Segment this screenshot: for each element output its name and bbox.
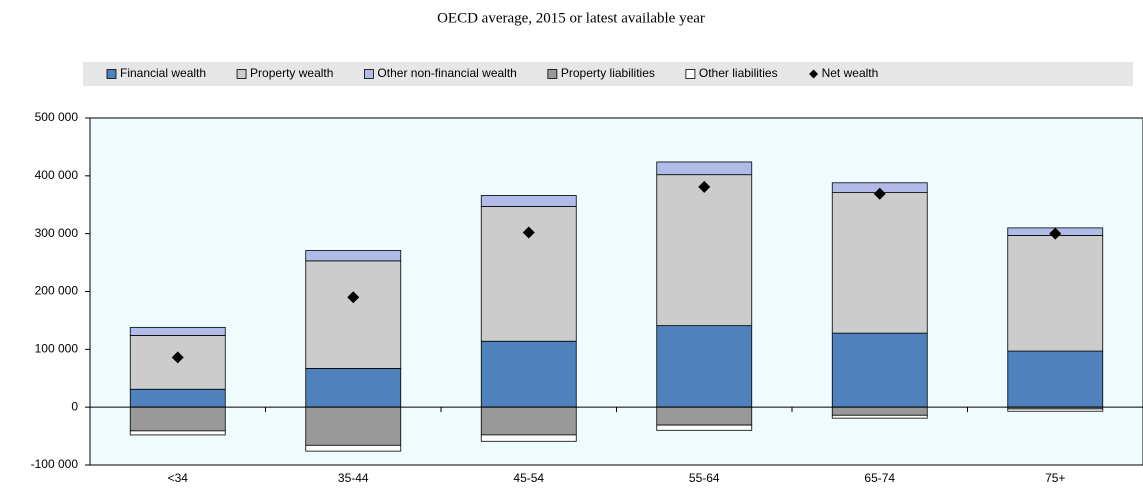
legend-label: Other non-financial wealth	[377, 66, 516, 80]
legend-marker	[547, 69, 558, 79]
legend-background	[83, 62, 1133, 86]
bar-segment	[831, 406, 928, 416]
bar-segment	[480, 340, 577, 408]
bar-segment	[656, 174, 753, 327]
bar-segment	[305, 250, 402, 262]
y-tick-label: 400 000	[35, 168, 79, 182]
bar-segment	[480, 406, 577, 436]
bar-segment	[656, 424, 753, 431]
net-wealth-marker	[1049, 227, 1062, 240]
x-tick-label: 75+	[1045, 471, 1065, 485]
y-tick-label: 200 000	[35, 284, 79, 298]
x-tick-label: 65-74	[864, 471, 895, 485]
bar-segment	[305, 368, 402, 408]
bar-segment	[129, 430, 226, 436]
bar-segment	[656, 406, 753, 426]
net-wealth-marker	[873, 187, 886, 200]
bar-segment	[305, 260, 402, 369]
net-wealth-marker	[522, 226, 535, 239]
bar-segment	[129, 406, 226, 432]
y-tick-label: 300 000	[35, 226, 79, 240]
bar-segment	[129, 388, 226, 408]
legend-label: Other liabilities	[699, 66, 778, 80]
legend-marker	[106, 69, 117, 79]
net-wealth-marker	[347, 291, 360, 304]
bar-segment	[129, 326, 226, 336]
bar-segment	[1007, 235, 1104, 352]
x-tick-label: <34	[168, 471, 189, 485]
x-tick-label: 35-44	[338, 471, 369, 485]
bar-segment	[1007, 408, 1104, 412]
bar-segment	[831, 192, 928, 334]
legend-marker	[809, 69, 819, 79]
legend-label: Property wealth	[250, 66, 333, 80]
chart-title: OECD average, 2015 or latest available y…	[437, 10, 705, 26]
y-tick-label: 100 000	[35, 342, 79, 356]
net-wealth-marker	[698, 180, 711, 193]
y-tick-label: 500 000	[35, 110, 79, 124]
legend-label: Net wealth	[822, 66, 879, 80]
legend-marker	[236, 69, 247, 79]
bar-segment	[656, 325, 753, 408]
net-wealth-marker	[171, 351, 184, 364]
bar-segment	[480, 434, 577, 442]
legend-label: Property liabilities	[561, 66, 655, 80]
y-tick-label: -100 000	[31, 457, 79, 471]
bar-segment	[831, 332, 928, 408]
bar-segment	[1007, 350, 1104, 408]
x-tick-label: 45-54	[513, 471, 544, 485]
legend-label: Financial wealth	[120, 66, 206, 80]
legend-marker	[364, 69, 374, 79]
plot-background	[90, 118, 1143, 465]
bar-segment	[305, 444, 402, 452]
bar-segment	[831, 414, 928, 419]
plot-frame	[89, 117, 1143, 466]
bar-segment	[305, 406, 402, 446]
bar-segment	[480, 195, 577, 207]
y-tick-label: 0	[71, 399, 78, 413]
x-tick-label: 55-64	[689, 471, 720, 485]
legend-marker	[685, 69, 696, 79]
bar-segment	[656, 161, 753, 176]
